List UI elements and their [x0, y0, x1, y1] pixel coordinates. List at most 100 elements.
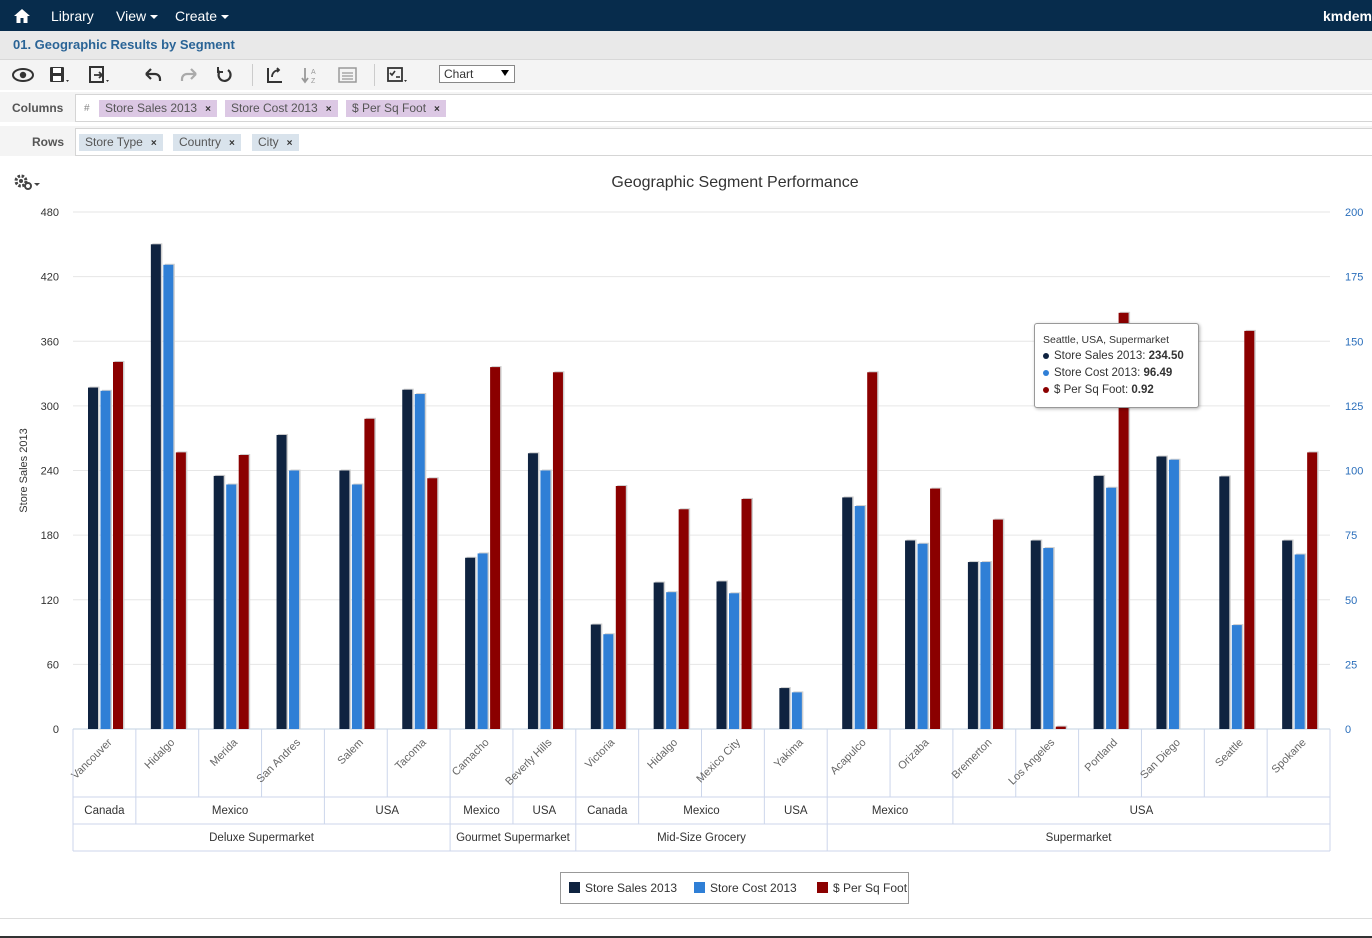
row-pill-country[interactable]: Country ×	[173, 134, 241, 151]
bar	[980, 562, 991, 729]
bar	[1156, 456, 1167, 729]
columns-drop-zone[interactable]: # Store Sales 2013 × Store Cost 2013 × $ P…	[75, 94, 1372, 122]
x-tick-label: San Diego	[1138, 737, 1183, 782]
x-tick-label: Hidalgo	[645, 737, 680, 772]
close-icon[interactable]: ×	[229, 138, 235, 149]
undo-icon[interactable]	[142, 65, 164, 85]
column-pill-per-sq-foot[interactable]: $ Per Sq Foot ×	[346, 100, 446, 117]
rows-label: Rows	[32, 135, 65, 149]
bar	[402, 389, 413, 729]
bar	[1168, 459, 1179, 729]
country-group-label: Mexico	[872, 805, 908, 817]
checklist-icon[interactable]	[386, 65, 408, 85]
svg-text:A: A	[311, 69, 316, 76]
view-menu[interactable]: View	[116, 8, 159, 24]
tooltip-row: $ Per Sq Foot: 0.92	[1043, 384, 1154, 396]
legend-label: $ Per Sq Foot	[833, 881, 908, 895]
x-tick-label: Beverly Hills	[503, 736, 555, 788]
divider	[0, 918, 1372, 919]
y2-tick-label: 25	[1345, 659, 1357, 671]
legend-label: Store Sales 2013	[585, 881, 678, 895]
tooltip-value: 0.92	[1131, 384, 1154, 396]
close-icon[interactable]: ×	[150, 138, 157, 149]
tooltip-value: 96.49	[1143, 367, 1173, 379]
bar	[1244, 330, 1255, 729]
legend-item-per-sq-foot[interactable]: $ Per Sq Foot	[817, 881, 907, 895]
library-menu[interactable]: Library	[51, 8, 94, 24]
eye-icon[interactable]	[12, 65, 34, 85]
user-menu[interactable]: kmdem	[1322, 8, 1372, 24]
top-nav-bar: Library View Create kmdem	[0, 0, 1372, 31]
x-tick-label: Seattle	[1213, 737, 1246, 770]
column-pill-store-cost[interactable]: Store Cost 2013 ×	[225, 100, 338, 117]
export-icon[interactable]	[88, 65, 110, 85]
save-icon[interactable]	[48, 65, 70, 85]
bar	[653, 582, 664, 729]
bar	[339, 470, 350, 729]
report-title-bar: 01. Geographic Results by Segment	[0, 31, 1372, 60]
swap-axes-icon[interactable]	[264, 65, 286, 85]
divider	[0, 936, 1372, 938]
bar-chart: Geographic Segment Performance 0 60 120 180 2…	[18, 174, 1363, 852]
layout-icon[interactable]	[337, 65, 359, 85]
bar	[113, 361, 123, 729]
home-icon[interactable]	[13, 7, 31, 25]
bar	[527, 453, 538, 729]
rows-drop-zone[interactable]: Store Type × Country × City ×	[75, 128, 1372, 156]
bar	[716, 581, 727, 729]
tooltip-label: Store Sales 2013:	[1054, 350, 1149, 362]
pill-label: Store Sales 2013	[105, 101, 198, 115]
y2-tick-label: 75	[1345, 530, 1357, 542]
columns-shelf: Columns # Store Sales 2013 × Store Cost 2…	[0, 92, 1372, 122]
x-tick-label: Los Angeles	[1006, 736, 1057, 787]
report-title: 01. Geographic Results by Segment	[13, 37, 235, 52]
y-tick-label: 300	[41, 401, 59, 413]
row-pill-city[interactable]: City ×	[252, 134, 299, 151]
country-group-label: Canada	[84, 805, 125, 817]
column-pill-store-sales[interactable]: Store Sales 2013 ×	[99, 100, 217, 117]
x-tick-label: Portland	[1083, 737, 1120, 774]
view-mode-select[interactable]: Chart	[439, 65, 515, 83]
redo-icon[interactable]	[178, 65, 200, 85]
bar	[603, 634, 614, 729]
country-group-label: USA	[375, 805, 399, 817]
close-icon[interactable]: ×	[205, 104, 211, 115]
y-tick-label: 360	[41, 336, 59, 348]
close-icon[interactable]: ×	[434, 104, 440, 115]
bar	[930, 488, 941, 729]
legend-item-store-cost[interactable]: Store Cost 2013	[694, 881, 797, 895]
bar	[1219, 476, 1230, 729]
pill-label: Store Cost 2013	[231, 101, 318, 115]
bar	[867, 372, 878, 729]
create-menu-label: Create	[175, 8, 218, 24]
bar	[905, 540, 916, 729]
chart-settings-gear-icon[interactable]	[12, 173, 42, 193]
view-menu-label: View	[116, 8, 147, 24]
bar	[477, 553, 488, 729]
y2-tick-label: 175	[1345, 272, 1363, 284]
bar	[1307, 452, 1318, 729]
hash-icon: #	[84, 103, 90, 114]
bar	[100, 390, 111, 729]
legend-swatch	[694, 882, 705, 893]
refresh-icon[interactable]	[214, 65, 236, 85]
bar	[465, 557, 476, 729]
y-tick-label: 420	[41, 272, 59, 284]
y-tick-label: 60	[47, 659, 59, 671]
close-icon[interactable]: ×	[286, 138, 293, 149]
bar	[88, 387, 98, 729]
country-group-label: USA	[1130, 805, 1154, 817]
bar	[1055, 726, 1066, 729]
bar	[842, 497, 853, 729]
create-menu[interactable]: Create	[175, 8, 230, 24]
bar	[490, 367, 501, 729]
bar	[226, 484, 237, 729]
legend-item-store-sales[interactable]: Store Sales 2013	[569, 881, 677, 895]
bar	[854, 506, 865, 729]
tooltip-header: Seattle, USA, Supermarket	[1043, 334, 1170, 346]
row-pill-store-type[interactable]: Store Type ×	[79, 134, 163, 151]
store-type-group-label: Mid-Size Grocery	[657, 832, 746, 844]
close-icon[interactable]: ×	[325, 104, 332, 115]
bar	[238, 454, 249, 729]
